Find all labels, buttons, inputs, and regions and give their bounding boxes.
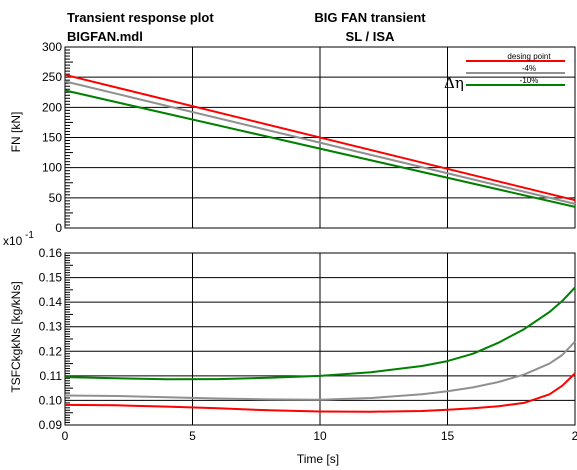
- fn-plot: 0 50 100 150 200 250 300: [42, 40, 576, 235]
- legend-entry-label: -4%: [522, 64, 536, 73]
- fn-ylabel-group: FN [kN]: [9, 112, 23, 153]
- header-right-line2: SL / ISA: [346, 29, 395, 44]
- legend-entry-label: -10%: [520, 76, 539, 85]
- fn-axis-label: FN [kN]: [9, 112, 23, 153]
- legend-entry-label: desing point: [507, 52, 551, 61]
- time-axis-label: Time [s]: [297, 452, 339, 466]
- tsfc-axis-label: TSFCkgkNs [kg/kNs]: [9, 281, 23, 392]
- tsfc-xtick-label: 15: [441, 429, 455, 443]
- tsfc-series-line-10: [64, 286, 576, 381]
- fn-ytick-label: 150: [42, 131, 62, 145]
- header-left-line2: BIGFAN.mdl: [67, 29, 143, 44]
- header-right-line1: BIG FAN transient: [314, 10, 426, 25]
- fn-series-line-10: [64, 89, 576, 208]
- tsfc-series-line-desing-point: [64, 372, 576, 413]
- fn-ytick-label: 50: [49, 191, 63, 205]
- tsfc-ytick-label: 0.14: [39, 295, 63, 309]
- fn-ytick-label: 0: [55, 221, 62, 235]
- tsfc-plot: 0.09 0.10 0.11 0.12 0.13 0.14 0.15 0.16 0 5 10 15 2: [39, 246, 577, 443]
- tsfc-ytick-label: 0.11: [40, 369, 63, 383]
- tsfc-ytick-label: 0.09: [39, 418, 63, 432]
- tsfc-scale-label: x10: [3, 234, 23, 248]
- fn-ytick-label: 200: [42, 100, 62, 114]
- tsfc-ytick-label: 0.16: [39, 246, 63, 260]
- header-left-line1: Transient response plot: [67, 10, 214, 25]
- tsfc-ylabel-group: TSFCkgkNs [kg/kNs]: [9, 281, 23, 392]
- tsfc-ytick-label: 0.15: [39, 271, 63, 285]
- tsfc-xtick-label: 0: [62, 429, 69, 443]
- fn-ytick-label: 300: [42, 40, 62, 54]
- tsfc-xtick-label: 2: [572, 429, 577, 443]
- fn-series-line-desing-point: [64, 73, 576, 202]
- legend-delta-eta-symbol: Δη: [444, 74, 464, 92]
- tsfc-ytick-label: 0.10: [39, 393, 63, 407]
- tsfc-ytick-label: 0.13: [39, 320, 63, 334]
- tsfc-series-line-4: [64, 340, 576, 401]
- fn-ytick-label: 250: [42, 70, 62, 84]
- fn-ytick-label: 100: [42, 161, 62, 175]
- fn-series-line-4: [64, 80, 576, 205]
- tsfc-xtick-label: 10: [313, 429, 327, 443]
- tsfc-xtick-label: 5: [189, 429, 196, 443]
- tsfc-scale-exponent: -1: [25, 230, 34, 241]
- legend: Δη desing point -4% -10%: [444, 52, 565, 92]
- tsfc-ytick-label: 0.12: [39, 344, 63, 358]
